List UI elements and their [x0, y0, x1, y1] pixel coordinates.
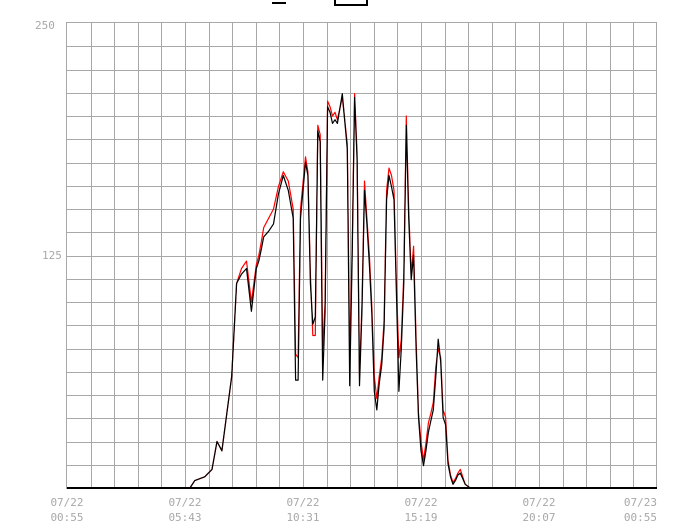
series-layer [67, 93, 657, 489]
x-tick-label-date: 07/22 [168, 496, 201, 509]
x-tick-label-time: 00:55 [50, 511, 83, 524]
x-axis: 07/22 00:55 07/22 05:43 07/22 10:31 07/22 15:19… [50, 496, 657, 524]
x-tick-label-date: 07/22 [50, 496, 83, 509]
title-fragment-left [272, 0, 290, 16]
x-tick-label-time: 00:55 [624, 511, 657, 524]
grid [67, 23, 657, 488]
series-line-2 [67, 93, 657, 489]
x-tick-label-date: 07/23 [624, 496, 657, 509]
y-axis: 250 125 [35, 19, 62, 262]
x-tick-label-date: 07/22 [286, 496, 319, 509]
x-tick-label-time: 20:07 [522, 511, 555, 524]
y-tick-label: 125 [42, 249, 62, 262]
y-tick-label: 250 [35, 19, 55, 32]
x-tick-label-time: 05:43 [168, 511, 201, 524]
x-tick-label-date: 07/22 [522, 496, 555, 509]
title-fragment-right [334, 0, 368, 16]
x-tick-label-time: 15:19 [404, 511, 437, 524]
x-tick-label-date: 07/22 [404, 496, 437, 509]
x-tick-label-time: 10:31 [286, 511, 319, 524]
